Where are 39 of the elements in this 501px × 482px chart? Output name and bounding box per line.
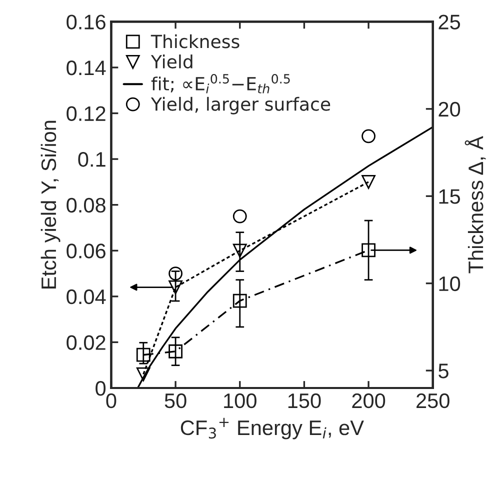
x-axis-title: CF$_{3}$$^{+}$ Energy E$_{i}$, eV [180, 418, 364, 440]
legend-label: Yield, larger surface [150, 96, 330, 114]
y-tick-label: 0.08 [66, 198, 106, 213]
legend-label: fit; ∝E$_{i}$$^{0.5}$−E$_{th}$$^{0.5}$ [151, 74, 290, 94]
y2-tick-label: 20 [438, 102, 460, 117]
line-series [136, 126, 433, 388]
y-tick-label: 0.1 [78, 152, 106, 167]
y2-tick-label: 15 [439, 189, 460, 204]
x-tick-label: 100 [224, 393, 256, 408]
y-tick-label: 0.04 [66, 289, 106, 304]
y2-tick-label: 5 [438, 364, 448, 378]
point [362, 175, 376, 189]
point [168, 266, 182, 280]
point [232, 209, 247, 224]
x-tick-label: 150 [288, 393, 321, 408]
x-tick-label: 250 [416, 393, 450, 408]
y-tick-label: 0.12 [66, 106, 106, 122]
y-tick-label: 0.02 [66, 335, 106, 350]
y-tick-label: 0 [96, 381, 106, 396]
y-axis-title: Etch yield Y, Si/ion [40, 120, 60, 288]
x-tick-label: 0 [106, 393, 116, 408]
y2-tick-label: 10 [439, 276, 460, 292]
point [362, 129, 376, 144]
y2-axis-title: Thickness Δ, Å [464, 136, 486, 274]
x-tick-label: 200 [352, 393, 386, 408]
y-tick-label: 0.06 [66, 244, 106, 258]
y2-tick-label: 25 [438, 14, 460, 30]
point [232, 294, 247, 308]
y-tick-label: 0.14 [66, 60, 106, 76]
y-tick-label: 0.16 [66, 14, 106, 30]
point [168, 280, 182, 294]
point [362, 243, 376, 258]
legend-label: Yield [150, 54, 192, 68]
x-tick-label: 50 [164, 393, 186, 408]
point [168, 344, 182, 358]
point [136, 367, 150, 382]
point [136, 348, 150, 362]
point [232, 244, 247, 258]
legend-label: Thickness [150, 34, 240, 48]
